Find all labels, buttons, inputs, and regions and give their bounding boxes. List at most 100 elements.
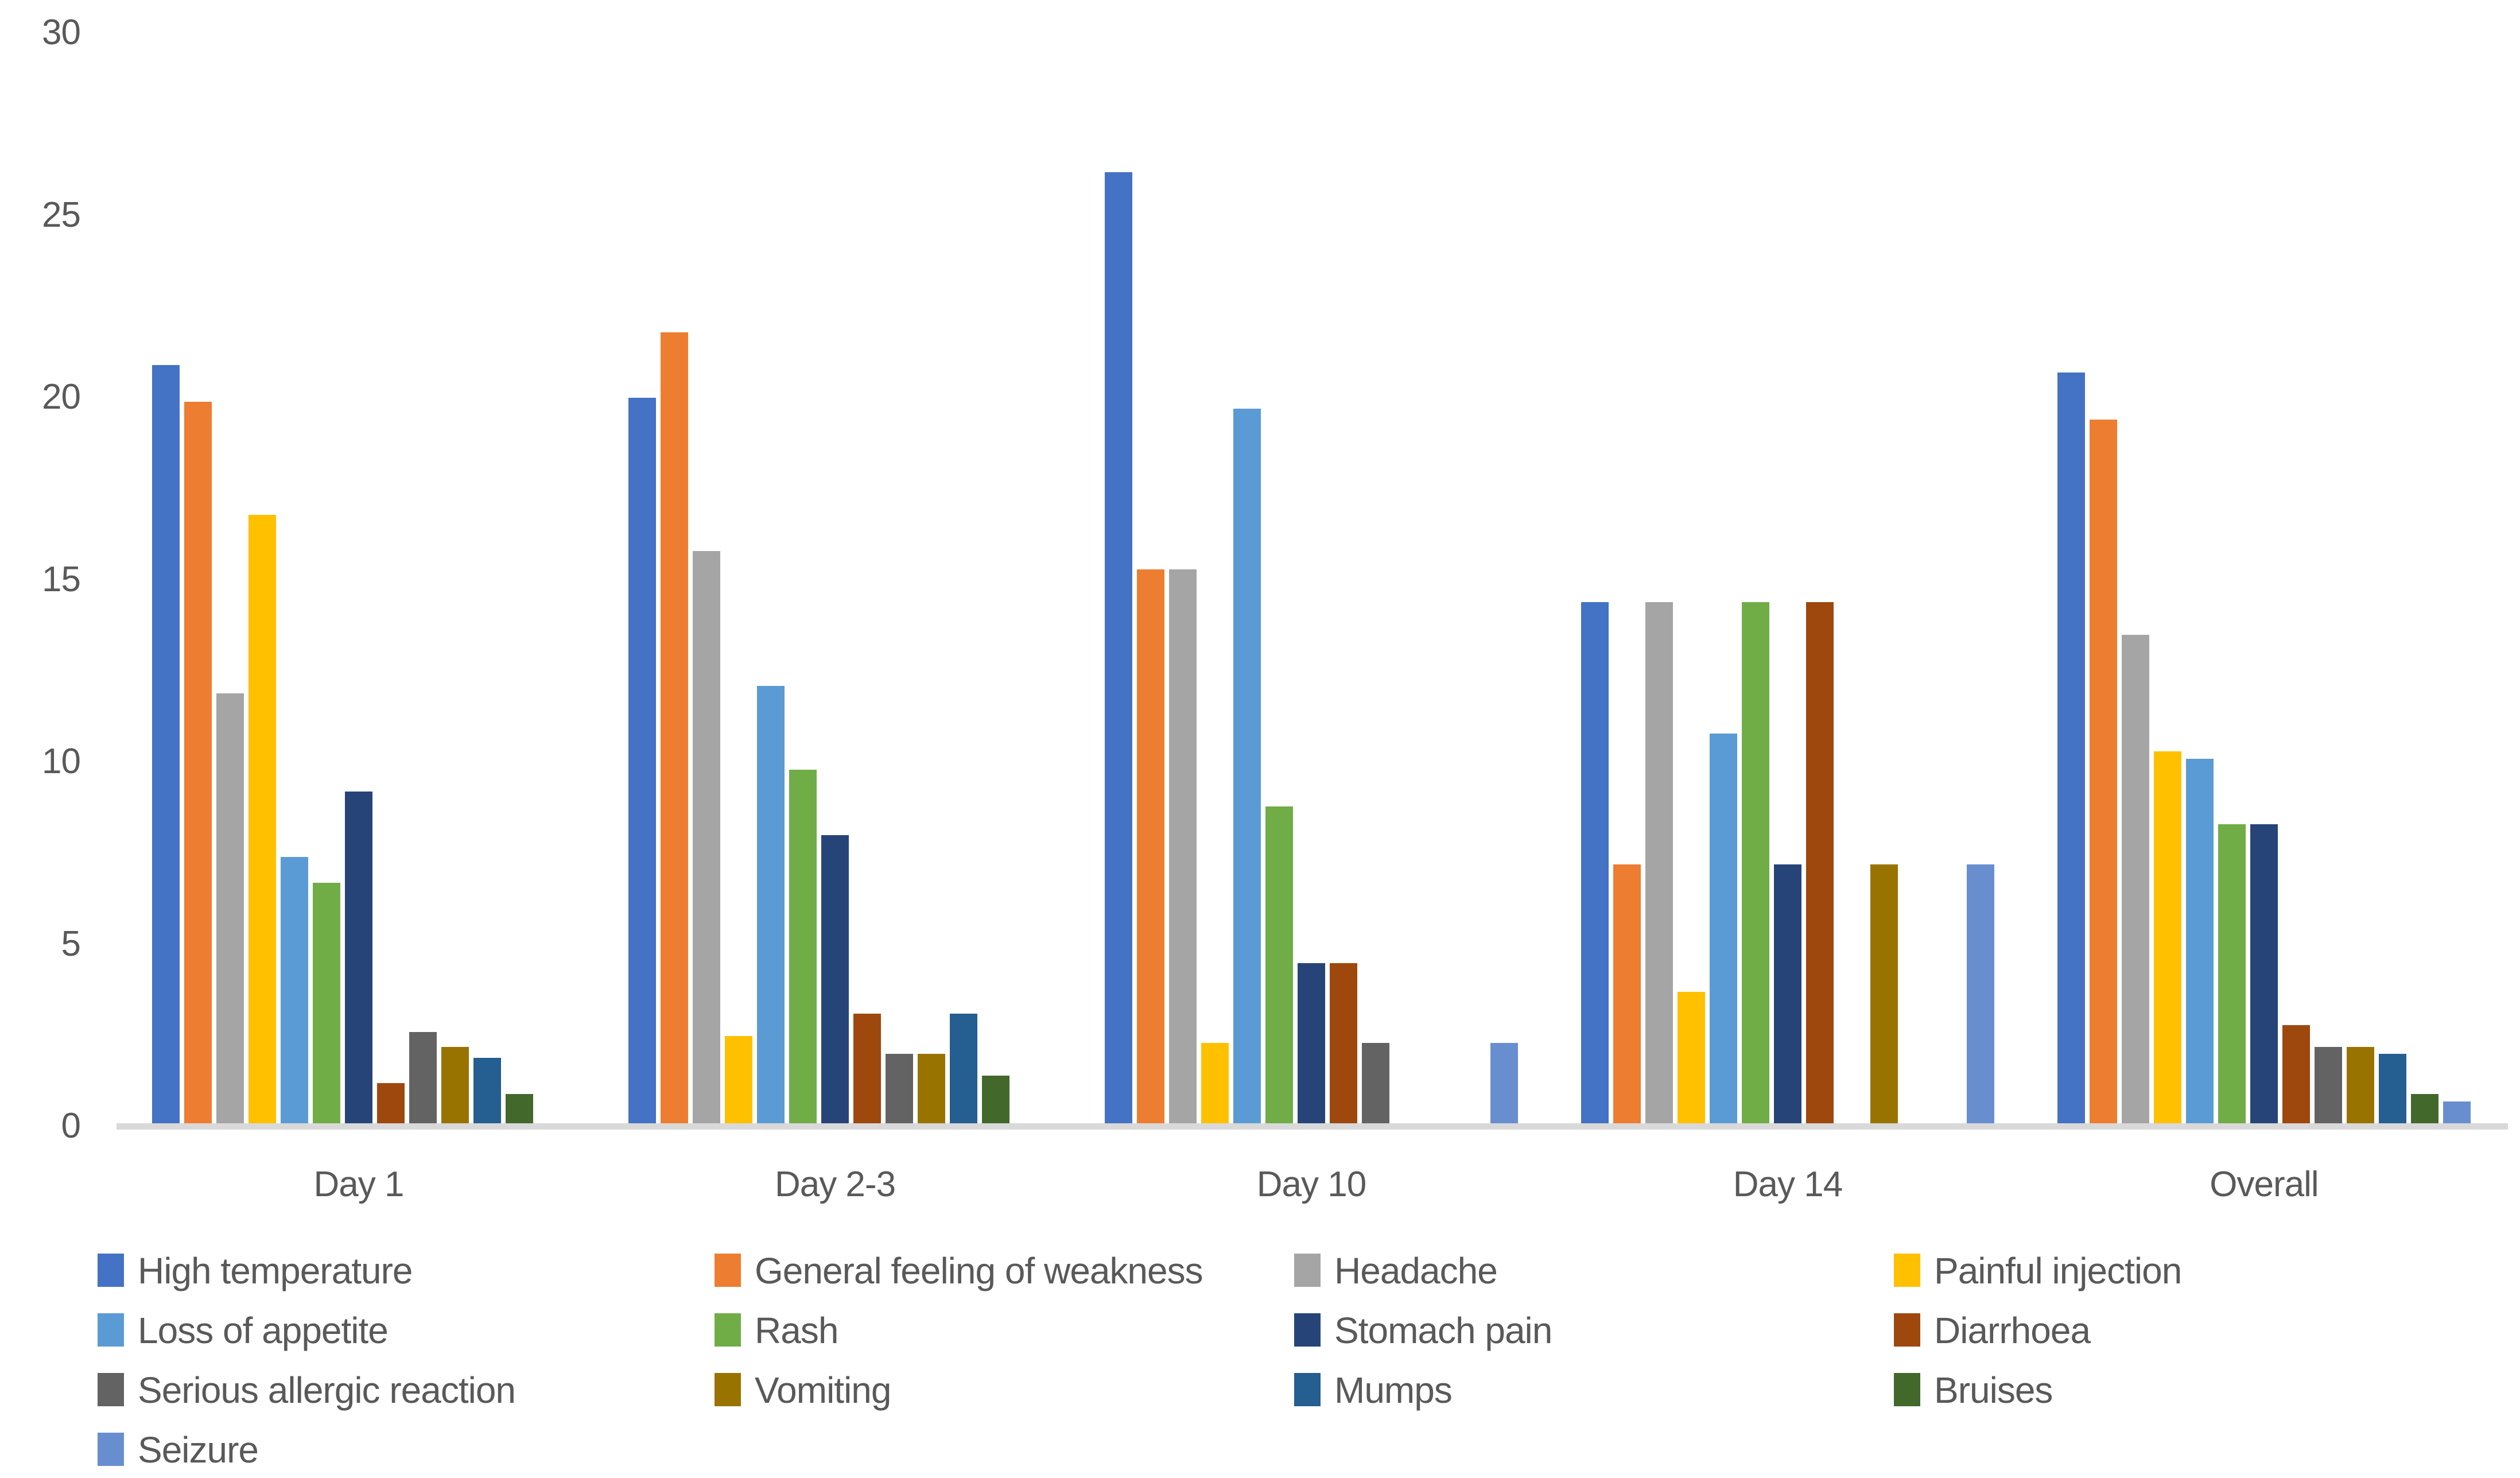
bar-loss-of-appetite-day-14 [1710, 734, 1737, 1123]
y-axis-tick-label-15: 15 [42, 559, 81, 599]
bar-seizure-overall [2443, 1101, 2471, 1123]
bar-high-temperature-day-2-3 [628, 398, 656, 1123]
bar-painful-injection-overall [2154, 751, 2181, 1123]
legend-item-loss-of-appetite: Loss of appetite [98, 1310, 389, 1351]
x-axis-category-label-day-2-3: Day 2-3 [774, 1165, 896, 1204]
bar-general-feeling-of-weakness-day-2-3 [661, 332, 688, 1123]
legend-swatch-painful-injection [1894, 1254, 1920, 1287]
legend-swatch-seizure [98, 1433, 124, 1466]
bar-general-feeling-of-weakness-day-10 [1137, 569, 1164, 1123]
bar-rash-overall [2218, 824, 2246, 1123]
bar-vomiting-day-1 [441, 1047, 469, 1123]
legend-item-painful-injection: Painful injection [1894, 1250, 2182, 1291]
bar-stomach-pain-day-2-3 [821, 835, 849, 1123]
bar-painful-injection-day-1 [248, 515, 276, 1123]
bar-seizure-day-10 [1490, 1043, 1518, 1123]
bar-bruises-overall [2411, 1094, 2439, 1123]
bar-general-feeling-of-weakness-day-1 [184, 402, 212, 1123]
legend-label-painful-injection: Painful injection [1934, 1250, 2182, 1291]
bar-painful-injection-day-2-3 [725, 1036, 752, 1123]
legend-swatch-mumps [1294, 1373, 1321, 1406]
bar-headache-day-14 [1645, 602, 1673, 1123]
y-axis-tick-label-25: 25 [42, 195, 81, 235]
legend-swatch-rash [715, 1313, 741, 1347]
legend-label-stomach-pain: Stomach pain [1334, 1310, 1552, 1351]
bar-loss-of-appetite-overall [2186, 759, 2214, 1123]
bar-high-temperature-day-10 [1105, 172, 1132, 1123]
y-axis-tick-label-10: 10 [42, 742, 81, 781]
legend-swatch-vomiting [715, 1373, 741, 1406]
bar-vomiting-day-2-3 [918, 1054, 945, 1123]
x-axis-category-label-day-14: Day 14 [1733, 1165, 1843, 1204]
bar-rash-day-2-3 [789, 770, 817, 1123]
bar-seizure-day-14 [1967, 864, 1994, 1123]
legend-item-high-temperature: High temperature [98, 1250, 413, 1291]
legend-label-diarrhoea: Diarrhoea [1934, 1310, 2091, 1351]
y-axis-tick-label-5: 5 [61, 924, 81, 964]
legend-item-vomiting: Vomiting [715, 1370, 891, 1411]
y-axis-tick-label-30: 30 [42, 13, 81, 52]
legend-label-seizure: Seizure [138, 1429, 259, 1471]
bar-painful-injection-day-14 [1678, 992, 1705, 1123]
bar-bruises-day-2-3 [982, 1076, 1009, 1123]
legend-label-high-temperature: High temperature [138, 1250, 413, 1291]
bar-mumps-day-1 [473, 1058, 501, 1123]
bar-mumps-overall [2379, 1054, 2406, 1123]
bar-headache-day-10 [1169, 569, 1197, 1123]
legend-item-serious-allergic-reaction: Serious allergic reaction [98, 1370, 516, 1411]
legend-label-rash: Rash [755, 1310, 838, 1351]
bar-diarrhoea-day-2-3 [853, 1014, 881, 1123]
bar-rash-day-1 [313, 883, 340, 1123]
bar-vomiting-day-14 [1870, 864, 1898, 1123]
bar-headache-overall [2122, 635, 2149, 1123]
legend-item-headache: Headache [1294, 1250, 1498, 1291]
bar-stomach-pain-day-14 [1774, 864, 1801, 1123]
legend-swatch-general-feeling-of-weakness [715, 1254, 741, 1287]
bar-general-feeling-of-weakness-day-14 [1613, 864, 1641, 1123]
x-axis-category-label-day-1: Day 1 [313, 1165, 405, 1204]
bar-high-temperature-day-14 [1581, 602, 1609, 1123]
legend-swatch-serious-allergic-reaction [98, 1373, 124, 1406]
bar-stomach-pain-overall [2250, 824, 2278, 1123]
bar-headache-day-2-3 [693, 551, 720, 1123]
bar-rash-day-14 [1742, 602, 1769, 1123]
x-axis-line [117, 1123, 2508, 1130]
legend-item-rash: Rash [715, 1310, 838, 1351]
legend-label-loss-of-appetite: Loss of appetite [138, 1310, 389, 1351]
bar-serious-allergic-reaction-day-10 [1362, 1043, 1389, 1123]
bar-diarrhoea-day-14 [1806, 602, 1834, 1123]
legend-item-bruises: Bruises [1894, 1370, 2053, 1411]
bar-bruises-day-1 [506, 1094, 533, 1123]
bar-serious-allergic-reaction-day-1 [409, 1032, 437, 1123]
bar-diarrhoea-overall [2282, 1025, 2310, 1123]
bar-loss-of-appetite-day-2-3 [757, 686, 785, 1123]
bar-mumps-day-2-3 [950, 1014, 977, 1123]
legend-swatch-bruises [1894, 1373, 1920, 1406]
bar-diarrhoea-day-10 [1330, 963, 1357, 1123]
legend-item-mumps: Mumps [1294, 1370, 1453, 1411]
bar-rash-day-10 [1265, 806, 1293, 1123]
legend-label-mumps: Mumps [1334, 1370, 1453, 1411]
bar-stomach-pain-day-10 [1298, 963, 1325, 1123]
legend-label-headache: Headache [1334, 1250, 1498, 1291]
bar-high-temperature-overall [2057, 373, 2085, 1123]
bar-headache-day-1 [216, 693, 244, 1123]
x-axis-category-label-overall: Overall [2210, 1165, 2319, 1204]
bar-loss-of-appetite-day-1 [281, 857, 308, 1123]
legend-swatch-diarrhoea [1894, 1313, 1920, 1347]
legend-swatch-high-temperature [98, 1254, 124, 1287]
legend-item-general-feeling-of-weakness: General feeling of weakness [715, 1250, 1203, 1291]
legend-item-stomach-pain: Stomach pain [1294, 1310, 1552, 1351]
legend-item-seizure: Seizure [98, 1429, 259, 1471]
bar-serious-allergic-reaction-day-2-3 [886, 1054, 913, 1123]
legend-swatch-loss-of-appetite [98, 1313, 124, 1347]
legend-swatch-stomach-pain [1294, 1313, 1321, 1347]
y-axis-tick-label-0: 0 [61, 1106, 81, 1146]
legend-item-diarrhoea: Diarrhoea [1894, 1310, 2091, 1351]
bar-general-feeling-of-weakness-overall [2090, 420, 2117, 1123]
x-axis-category-label-day-10: Day 10 [1256, 1165, 1366, 1204]
bar-serious-allergic-reaction-overall [2315, 1047, 2342, 1123]
y-axis-tick-label-20: 20 [42, 377, 81, 417]
bar-vomiting-overall [2347, 1047, 2374, 1123]
